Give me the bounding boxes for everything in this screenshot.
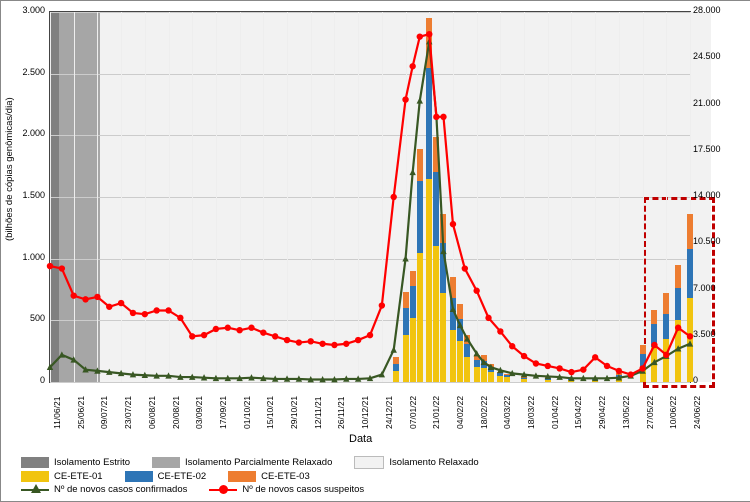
y1-tick: 2.500 <box>1 67 45 77</box>
y1-tick: 3.000 <box>1 5 45 15</box>
legend-item: CE-ETE-01 <box>21 471 103 482</box>
legend: Isolamento Estrito Isolamento Parcialment… <box>21 456 731 497</box>
legend-item: CE-ETE-02 <box>125 471 207 482</box>
x-tick: 04/03/22 <box>502 396 512 429</box>
x-tick: 29/10/21 <box>289 396 299 429</box>
x-tick: 09/07/21 <box>99 396 109 429</box>
x-tick: 10/06/22 <box>668 396 678 429</box>
x-tick: 04/02/22 <box>455 396 465 429</box>
y2-tick: 0 <box>693 375 737 385</box>
x-tick: 15/10/21 <box>265 396 275 429</box>
line-suspected <box>50 12 690 382</box>
y1-tick: 500 <box>1 313 45 323</box>
y1-axis-label: (bilhões de cópias genômicas/dia) <box>4 97 15 241</box>
y2-tick: 21.000 <box>693 98 737 108</box>
y2-tick: 10.500 <box>693 236 737 246</box>
legend-item: Nº de novos casos confirmados <box>21 484 187 495</box>
x-tick: 27/05/22 <box>645 396 655 429</box>
plot-area <box>49 11 691 383</box>
y1-tick: 2.000 <box>1 128 45 138</box>
x-tick: 24/12/21 <box>384 396 394 429</box>
legend-label: CE-ETE-02 <box>158 471 207 482</box>
y2-tick: 17.500 <box>693 144 737 154</box>
x-tick: 06/08/21 <box>147 396 157 429</box>
legend-label: Isolamento Parcialmente Relaxado <box>185 457 332 468</box>
y1-tick: 0 <box>1 375 45 385</box>
x-tick: 03/09/21 <box>194 396 204 429</box>
y2-tick: 28.000 <box>693 5 737 15</box>
x-tick: 21/01/22 <box>431 396 441 429</box>
legend-item: Isolamento Estrito <box>21 456 130 469</box>
x-tick: 13/05/22 <box>621 396 631 429</box>
x-tick: 18/02/22 <box>479 396 489 429</box>
legend-item: Isolamento Relaxado <box>354 456 478 469</box>
legend-label: Isolamento Relaxado <box>389 457 478 468</box>
legend-item: Nº de novos casos suspeitos <box>209 484 364 495</box>
x-tick: 12/11/21 <box>313 397 323 429</box>
x-tick: 11/06/21 <box>52 397 62 429</box>
x-tick: 10/12/21 <box>360 396 370 429</box>
x-tick: 18/03/22 <box>526 396 536 429</box>
legend-label: Nº de novos casos confirmados <box>54 484 187 495</box>
y2-tick: 24.500 <box>693 51 737 61</box>
x-tick: 01/10/21 <box>242 396 252 429</box>
x-tick: 23/07/21 <box>123 396 133 429</box>
legend-label: CE-ETE-03 <box>261 471 310 482</box>
y2-tick: 7.000 <box>693 283 737 293</box>
x-tick: 25/06/21 <box>76 396 86 429</box>
x-tick: 24/06/22 <box>692 396 702 429</box>
x-tick: 20/08/21 <box>171 396 181 429</box>
x-tick: 17/09/21 <box>218 396 228 429</box>
x-tick: 15/04/22 <box>573 396 583 429</box>
legend-label: CE-ETE-01 <box>54 471 103 482</box>
x-axis-label: Data <box>349 433 372 445</box>
x-tick: 26/11/21 <box>336 397 346 429</box>
y2-tick: 14.000 <box>693 190 737 200</box>
x-tick: 07/01/22 <box>408 396 418 429</box>
chart-container: (bilhões de cópias genômicas/dia) Data I… <box>0 0 750 502</box>
legend-label: Isolamento Estrito <box>54 457 130 468</box>
legend-item: Isolamento Parcialmente Relaxado <box>152 456 332 469</box>
legend-item: CE-ETE-03 <box>228 471 310 482</box>
x-tick: 01/04/22 <box>550 396 560 429</box>
legend-label: Nº de novos casos suspeitos <box>242 484 364 495</box>
y1-tick: 1.500 <box>1 190 45 200</box>
y2-tick: 3.500 <box>693 329 737 339</box>
y1-tick: 1.000 <box>1 252 45 262</box>
x-tick: 29/04/22 <box>597 396 607 429</box>
